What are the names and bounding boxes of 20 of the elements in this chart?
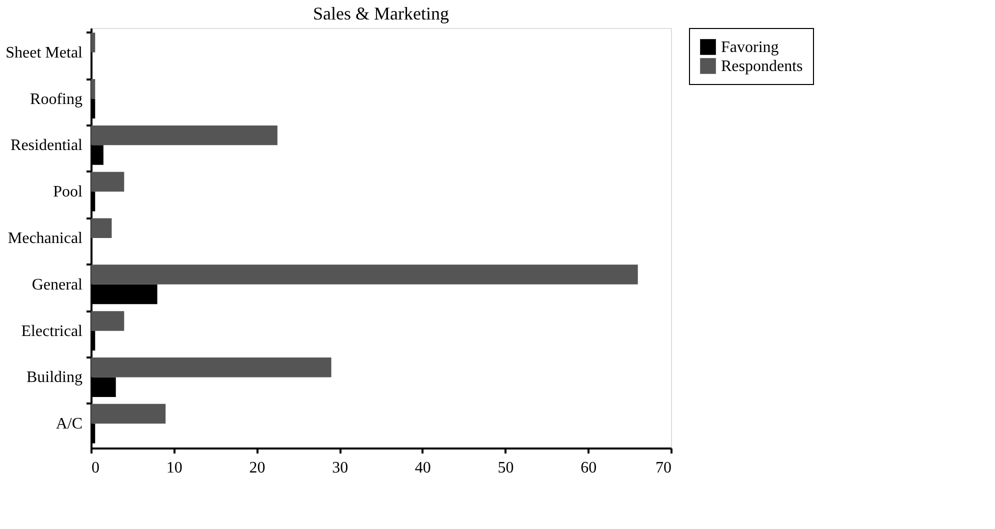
- chart-title: Sales & Marketing: [313, 4, 449, 24]
- legend-label: Favoring: [721, 39, 779, 56]
- x-tick-label: 60: [580, 460, 597, 476]
- y-tick-label: Roofing: [30, 90, 82, 108]
- y-tick-label: A/C: [56, 416, 82, 433]
- x-tick-label: 0: [92, 460, 100, 476]
- x-tick-label: 50: [498, 460, 514, 476]
- legend-label: Respondents: [721, 58, 803, 75]
- x-tick-label: 10: [166, 460, 182, 476]
- y-tick-label: Building: [26, 369, 82, 386]
- y-tick-label: Residential: [10, 137, 84, 154]
- y-tick-label: General: [32, 276, 84, 294]
- x-tick-label: 40: [414, 460, 431, 476]
- y-tick-label: Electrical: [21, 322, 84, 340]
- y-tick-label: Pool: [53, 184, 84, 201]
- x-tick-label: 30: [332, 460, 348, 476]
- x-tick-label: 70: [656, 460, 672, 476]
- y-tick-label: Sheet Metal: [6, 44, 84, 62]
- x-tick-label: 20: [249, 460, 266, 476]
- y-tick-label: Mechanical: [8, 230, 84, 247]
